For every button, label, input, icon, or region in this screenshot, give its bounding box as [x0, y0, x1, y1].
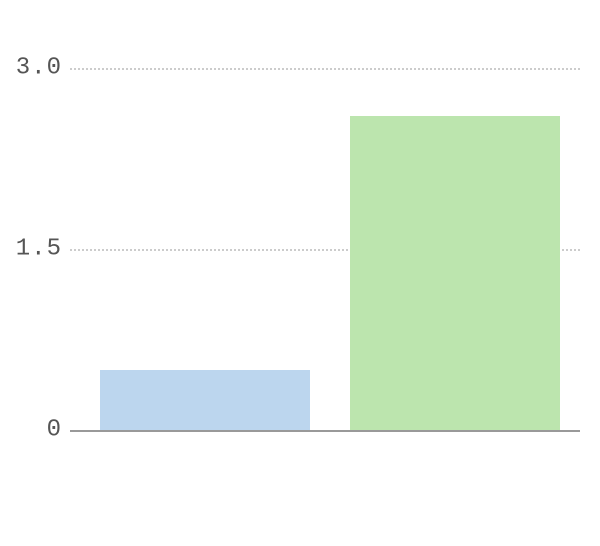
bar-1 [100, 370, 310, 430]
bar-chart: 0 1.5 3.0 [0, 0, 600, 546]
bar-2 [350, 116, 560, 430]
y-tick-label: 0 [47, 417, 62, 444]
y-tick-label: 3.0 [16, 55, 62, 82]
gridline [70, 68, 580, 70]
plot-area [70, 50, 580, 430]
y-tick-label: 1.5 [16, 236, 62, 263]
x-axis-line [70, 430, 580, 432]
